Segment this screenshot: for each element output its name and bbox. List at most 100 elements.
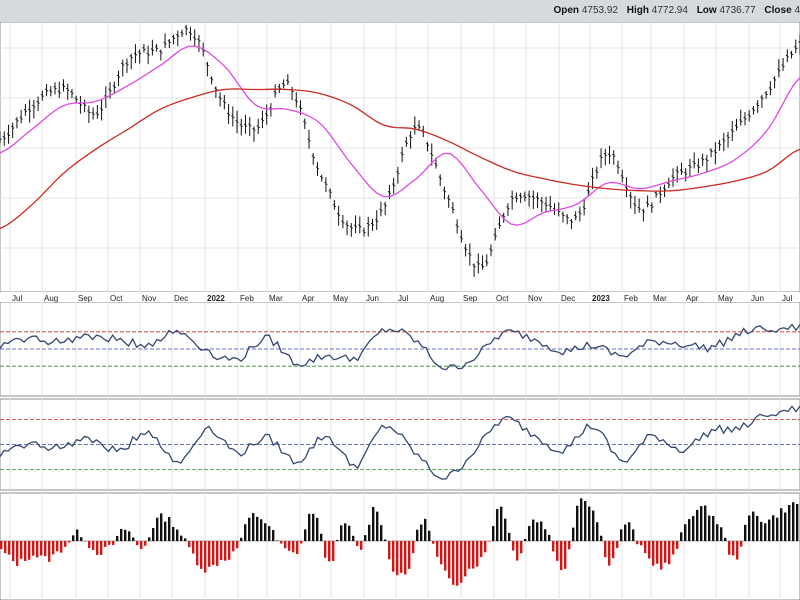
histogram-bar	[16, 541, 19, 567]
histogram-bar	[112, 541, 115, 546]
x-tick-label: Dec	[174, 294, 188, 303]
histogram-bar	[500, 506, 503, 541]
histogram-bar	[576, 505, 579, 541]
histogram-bars	[0, 498, 799, 586]
histogram-bar	[536, 522, 539, 541]
histogram-bar	[56, 541, 59, 552]
x-tick-label: Nov	[142, 294, 156, 303]
histogram-bar	[392, 541, 395, 572]
histogram-bar	[132, 537, 135, 541]
histogram-bar	[116, 535, 119, 541]
close-value: 4	[794, 5, 800, 16]
histogram-bar	[456, 541, 459, 586]
histogram-bar	[352, 535, 355, 541]
histogram-bar	[472, 541, 475, 569]
histogram-bar	[684, 524, 687, 541]
histogram-bar	[64, 541, 67, 547]
histogram-bar	[232, 541, 235, 552]
histogram-bar	[596, 522, 599, 541]
histogram-bar	[760, 521, 763, 541]
histogram-bar	[184, 538, 187, 541]
histogram-bar	[688, 519, 691, 541]
x-tick-label: Sep	[463, 294, 478, 303]
histogram-bar	[192, 541, 195, 554]
short-moving-average-line	[0, 45, 800, 226]
histogram-bar	[652, 541, 655, 566]
histogram-bar	[388, 541, 391, 560]
histogram-bar	[720, 527, 723, 541]
histogram-bar	[176, 529, 179, 541]
histogram-bar	[172, 526, 175, 541]
histogram-bar	[372, 506, 375, 541]
histogram-bar	[732, 541, 735, 556]
histogram-bar	[404, 541, 407, 575]
x-tick-label: Aug	[430, 294, 444, 303]
histogram-bar	[104, 541, 107, 547]
histogram-bar	[264, 523, 267, 541]
histogram-bar	[408, 541, 411, 569]
histogram-bar	[768, 519, 771, 541]
histogram-bar	[492, 526, 495, 541]
histogram-bar	[248, 517, 251, 541]
histogram-bar	[424, 518, 427, 541]
histogram-bar	[284, 541, 287, 549]
x-tick-label: Dec	[561, 294, 575, 303]
histogram-bar	[224, 541, 227, 561]
histogram-bar	[60, 541, 63, 553]
histogram-bar	[272, 529, 275, 541]
histogram-bar	[356, 541, 359, 547]
histogram-bar	[48, 541, 51, 562]
histogram-bar	[260, 519, 263, 541]
histogram-bar	[756, 515, 759, 541]
histogram-bar	[488, 541, 491, 542]
histogram-bar	[448, 541, 451, 579]
histogram-bar	[744, 524, 747, 541]
histogram-bar	[656, 541, 659, 564]
histogram-bar	[0, 541, 3, 550]
histogram-bar	[28, 541, 31, 560]
histogram-bar	[332, 541, 335, 561]
histogram-bar	[452, 541, 455, 585]
price-panel	[0, 22, 800, 293]
histogram-bar	[632, 529, 635, 541]
histogram-bar	[620, 529, 623, 541]
histogram-bar	[648, 541, 651, 559]
histogram-bar	[88, 541, 91, 549]
x-tick-label: 2022	[207, 294, 225, 303]
x-tick-label: Aug	[44, 294, 58, 303]
histogram-bar	[312, 513, 315, 541]
histogram-bar	[704, 505, 707, 541]
histogram-bar	[552, 541, 555, 552]
histogram-bar	[480, 541, 483, 558]
open-value: 4753.92	[581, 5, 618, 16]
histogram-bar	[612, 541, 615, 559]
histogram-bar	[700, 506, 703, 541]
histogram-bar	[240, 537, 243, 541]
histogram-bar	[676, 541, 679, 549]
histogram-bar	[540, 521, 543, 541]
histogram-bar	[120, 528, 123, 541]
histogram-bar	[80, 537, 83, 541]
histogram-bar	[604, 541, 607, 558]
histogram-bar	[588, 506, 591, 541]
oscillator-2-line	[0, 405, 800, 480]
histogram-bar	[108, 541, 111, 545]
histogram-bar	[680, 532, 683, 541]
histogram-bar	[532, 519, 535, 541]
x-tick-label: Nov	[528, 294, 542, 303]
histogram-bar	[324, 541, 327, 558]
histogram-bar	[384, 539, 387, 541]
histogram-bar	[320, 533, 323, 541]
histogram-bar	[616, 541, 619, 548]
histogram-bar	[96, 541, 99, 555]
histogram-bar	[152, 528, 155, 541]
histogram-bar	[624, 524, 627, 541]
histogram-bar	[200, 541, 203, 569]
x-tick-label: Jul	[12, 294, 22, 303]
histogram-bar	[252, 513, 255, 541]
histogram-bar	[336, 539, 339, 541]
histogram-bar	[784, 512, 787, 541]
histogram-bar	[556, 541, 559, 561]
x-tick-label: Jul	[398, 294, 408, 303]
histogram-bar	[136, 541, 139, 546]
